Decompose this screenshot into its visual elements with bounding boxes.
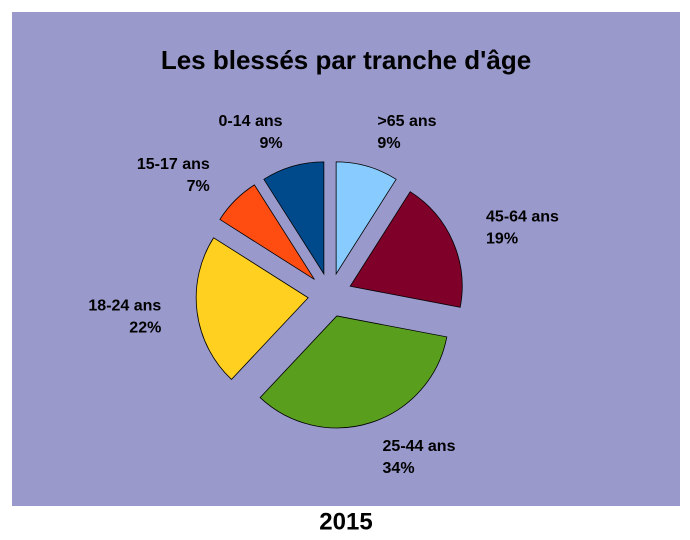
slice-label: 15-17 ans bbox=[137, 156, 210, 173]
slice-label: 45-64 ans bbox=[486, 209, 559, 226]
pie-slice bbox=[263, 161, 325, 276]
slice-value-label: 7% bbox=[187, 178, 210, 195]
slice-label: >65 ans bbox=[377, 113, 436, 130]
slice-value-label: 22% bbox=[129, 320, 161, 337]
chart-title: Les blessés par tranche d'âge bbox=[161, 45, 531, 75]
slice-value-label: 34% bbox=[383, 460, 415, 477]
slice-value-label: 9% bbox=[377, 135, 400, 152]
chart-subtitle: 2015 bbox=[319, 508, 372, 535]
slice-label: 0-14 ans bbox=[219, 113, 283, 130]
slice-value-label: 19% bbox=[486, 231, 518, 248]
slice-label: 25-44 ans bbox=[383, 438, 456, 455]
pie-slice bbox=[219, 184, 315, 280]
slice-value-label: 9% bbox=[259, 135, 282, 152]
pie-slice bbox=[259, 315, 448, 429]
slice-label: 18-24 ans bbox=[88, 298, 161, 315]
pie-slice bbox=[349, 191, 463, 308]
pie-slice bbox=[335, 161, 397, 276]
pie-slice bbox=[195, 237, 309, 380]
